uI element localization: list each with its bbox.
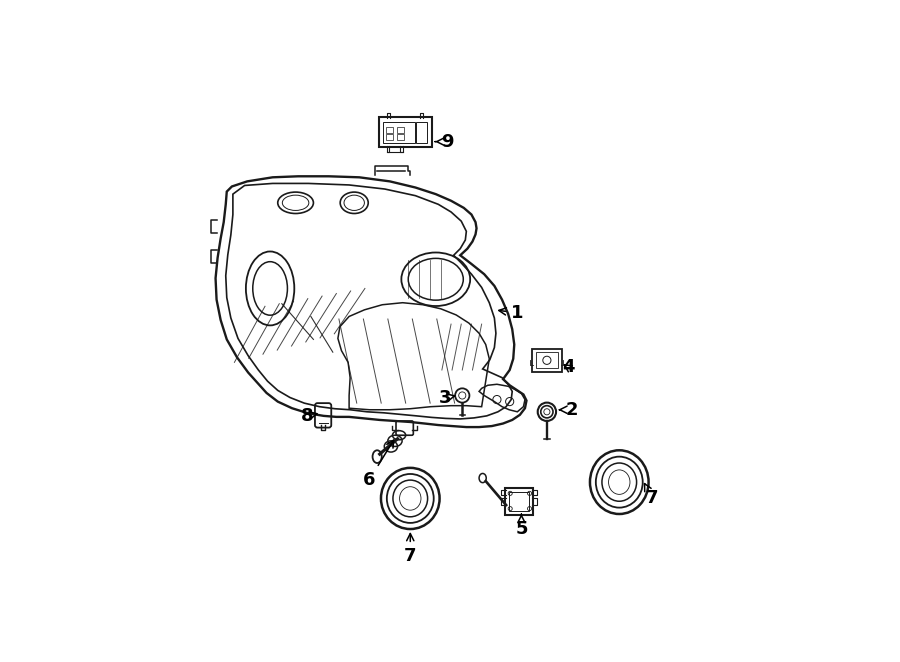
- Text: 7: 7: [404, 534, 417, 565]
- Text: 9: 9: [436, 132, 454, 151]
- Text: 5: 5: [515, 514, 527, 538]
- Text: 2: 2: [560, 401, 579, 419]
- Text: 4: 4: [562, 358, 574, 377]
- Text: 6: 6: [364, 440, 393, 489]
- Text: 1: 1: [499, 304, 524, 322]
- Text: 7: 7: [644, 483, 659, 508]
- Text: 8: 8: [301, 407, 317, 425]
- Text: 3: 3: [438, 389, 454, 407]
